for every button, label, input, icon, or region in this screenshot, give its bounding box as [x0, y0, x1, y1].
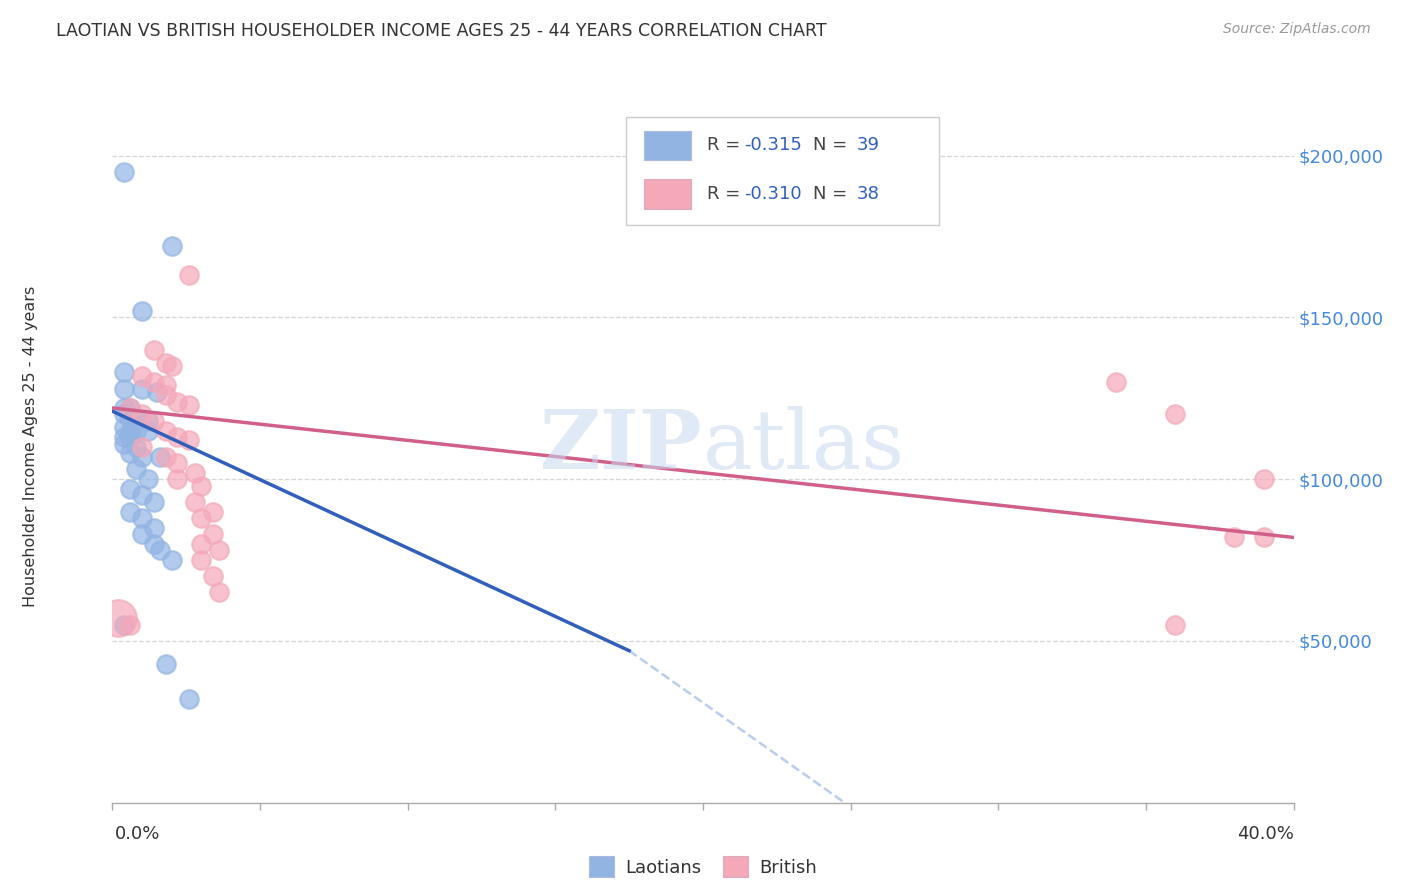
Text: 39: 39: [856, 136, 880, 154]
Point: [120, 410, 142, 425]
Legend: Laotians, British: Laotians, British: [582, 849, 824, 884]
Point: [112, 436, 135, 450]
Point: [166, 430, 188, 444]
Point: [120, 430, 142, 444]
Point: [155, 378, 177, 392]
Point: [179, 398, 201, 412]
Point: [142, 537, 165, 551]
Point: [112, 365, 135, 379]
Point: [166, 456, 188, 470]
Point: [155, 356, 177, 370]
Point: [1223, 531, 1246, 545]
Point: [142, 375, 165, 389]
FancyBboxPatch shape: [644, 179, 692, 209]
Point: [1253, 531, 1275, 545]
Text: R =: R =: [707, 136, 745, 154]
Point: [142, 495, 165, 509]
Point: [120, 446, 142, 460]
Point: [149, 450, 172, 464]
Text: N =: N =: [813, 185, 853, 203]
Point: [166, 394, 188, 409]
Point: [208, 585, 231, 599]
Point: [184, 495, 207, 509]
Text: N =: N =: [813, 136, 853, 154]
Point: [131, 527, 153, 541]
Point: [142, 414, 165, 428]
Point: [136, 414, 159, 428]
Point: [131, 440, 153, 454]
Point: [201, 527, 224, 541]
Point: [136, 424, 159, 438]
Point: [131, 488, 153, 502]
Point: [184, 466, 207, 480]
Point: [179, 434, 201, 448]
Point: [120, 617, 142, 632]
Point: [131, 382, 153, 396]
Point: [201, 504, 224, 518]
Point: [112, 401, 135, 415]
Point: [146, 384, 169, 399]
Point: [125, 440, 148, 454]
Point: [112, 382, 135, 396]
Point: [155, 657, 177, 671]
Point: [208, 543, 231, 558]
Text: 0.0%: 0.0%: [115, 825, 160, 843]
Point: [179, 692, 201, 706]
Point: [190, 511, 212, 525]
Point: [125, 462, 148, 476]
Point: [149, 543, 172, 558]
FancyBboxPatch shape: [644, 131, 692, 160]
Point: [160, 553, 183, 567]
Point: [120, 424, 142, 438]
Point: [1164, 408, 1187, 422]
Point: [190, 537, 212, 551]
Point: [112, 408, 135, 422]
Point: [155, 424, 177, 438]
Text: atlas: atlas: [703, 406, 905, 486]
Point: [179, 268, 201, 283]
Text: 40.0%: 40.0%: [1237, 825, 1294, 843]
Point: [201, 569, 224, 583]
Point: [125, 410, 148, 425]
Point: [120, 401, 142, 415]
Text: -0.310: -0.310: [744, 185, 801, 203]
FancyBboxPatch shape: [626, 118, 939, 226]
Text: R =: R =: [707, 185, 745, 203]
Point: [166, 472, 188, 486]
Point: [190, 553, 212, 567]
Point: [125, 424, 148, 438]
Point: [142, 343, 165, 357]
Point: [131, 368, 153, 383]
Text: Source: ZipAtlas.com: Source: ZipAtlas.com: [1223, 22, 1371, 37]
Point: [112, 165, 135, 179]
Point: [112, 617, 135, 632]
Point: [112, 420, 135, 434]
Point: [190, 478, 212, 492]
Point: [107, 611, 129, 625]
Text: Householder Income Ages 25 - 44 years: Householder Income Ages 25 - 44 years: [24, 285, 38, 607]
Point: [131, 304, 153, 318]
Point: [120, 504, 142, 518]
Point: [131, 450, 153, 464]
Point: [112, 430, 135, 444]
Point: [136, 472, 159, 486]
Point: [160, 239, 183, 253]
Point: [131, 408, 153, 422]
Point: [120, 482, 142, 496]
Point: [1253, 472, 1275, 486]
Point: [131, 511, 153, 525]
Point: [1164, 617, 1187, 632]
Point: [120, 401, 142, 415]
Point: [155, 450, 177, 464]
Point: [155, 388, 177, 402]
Text: -0.315: -0.315: [744, 136, 803, 154]
Text: 38: 38: [856, 185, 879, 203]
Text: ZIP: ZIP: [540, 406, 703, 486]
Point: [142, 521, 165, 535]
Point: [160, 359, 183, 373]
Point: [1105, 375, 1128, 389]
Text: LAOTIAN VS BRITISH HOUSEHOLDER INCOME AGES 25 - 44 YEARS CORRELATION CHART: LAOTIAN VS BRITISH HOUSEHOLDER INCOME AG…: [56, 22, 827, 40]
